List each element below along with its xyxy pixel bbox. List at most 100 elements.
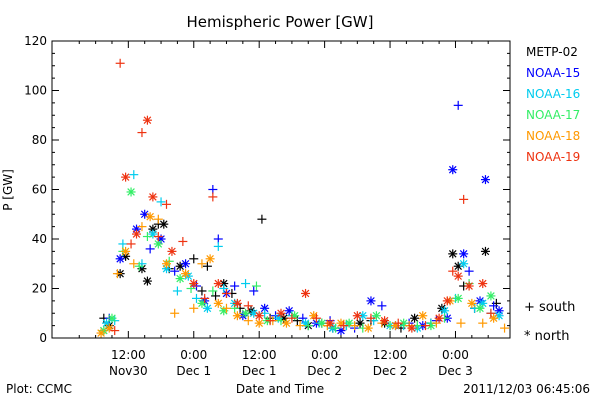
data-point-north: [434, 313, 444, 323]
data-point-south: [137, 128, 147, 138]
data-point-north: [181, 259, 191, 269]
x-tick-time: 12:00: [373, 348, 408, 362]
data-point-north: [107, 313, 117, 323]
data-point-south: [393, 318, 403, 328]
data-point-south: [115, 58, 125, 68]
data-point-south: [156, 197, 166, 207]
data-point-north: [399, 318, 409, 328]
data-point-south: [243, 301, 253, 311]
data-point-south: [134, 261, 144, 271]
data-point-north: [448, 249, 458, 259]
legend-entry: METP-02: [526, 45, 578, 59]
data-point-south: [464, 266, 474, 276]
legend-entry: NOAA-19: [526, 150, 580, 164]
data-point-south: [126, 239, 136, 249]
data-point-south: [489, 301, 499, 311]
data-point-south: [211, 291, 221, 301]
y-tick-label: 120: [24, 34, 47, 48]
data-point-north: [96, 328, 106, 338]
data-point-south: [478, 318, 488, 328]
data-point-north: [410, 313, 420, 323]
data-point-south: [456, 318, 466, 328]
data-point-south: [172, 286, 182, 296]
data-point-south: [221, 303, 231, 313]
data-point-north: [467, 298, 477, 308]
data-point-north: [363, 323, 373, 333]
data-point-south: [129, 259, 139, 269]
data-point-north: [281, 318, 291, 328]
x-axis: 12:00 Nov30 0:00 Dec 1 12:00 Dec 1 0:00 Dec 2 12…: [78, 41, 489, 378]
data-point-north: [366, 296, 376, 306]
data-point-south: [257, 214, 267, 224]
data-point-north: [352, 311, 362, 321]
data-point-north: [453, 271, 463, 281]
data-point-south: [251, 281, 261, 291]
data-point-south: [208, 192, 218, 202]
data-point-south: [249, 286, 259, 296]
legend: METP-02 NOAA-15 NOAA-16 NOAA-17 NOAA-18 NOAA-…: [526, 45, 580, 164]
data-point-north: [407, 323, 417, 333]
footer-right: 2011/12/03 06:45:06: [463, 382, 590, 396]
data-point-south: [295, 321, 305, 331]
symbol-legend-entry: * north: [524, 329, 570, 344]
x-tick-time: 0:00: [180, 348, 207, 362]
data-point-south: [197, 259, 207, 269]
data-point-north: [162, 259, 171, 269]
data-point-south: [331, 323, 341, 333]
data-point-north: [459, 249, 469, 259]
data-point-south: [311, 313, 321, 323]
data-point-south: [459, 194, 469, 204]
data-points: [96, 58, 510, 338]
data-point-north: [478, 279, 488, 289]
data-point-south: [339, 321, 349, 331]
symbol-legend-entry: + south: [524, 300, 575, 315]
data-point-north: [121, 246, 131, 256]
plot-frame: [51, 40, 511, 339]
data-point-north: [325, 318, 335, 328]
legend-entry: NOAA-16: [526, 87, 580, 101]
data-point-north: [480, 246, 490, 256]
y-axis-label: P [GW]: [1, 169, 15, 211]
y-tick-label: 60: [32, 183, 47, 197]
data-point-south: [213, 241, 223, 251]
data-point-north: [205, 254, 215, 264]
data-point-north: [148, 192, 158, 202]
y-axis: 0 20 40 60 80 100 120: [24, 34, 510, 345]
data-point-south: [153, 214, 163, 224]
data-point-north: [442, 296, 452, 306]
data-point-south: [178, 236, 188, 246]
data-point-north: [301, 288, 311, 298]
y-tick-label: 80: [32, 133, 47, 147]
data-point-north: [202, 303, 212, 313]
data-point-south: [500, 323, 510, 333]
x-tick-date: Dec 2: [307, 364, 342, 378]
data-point-south: [303, 321, 313, 331]
x-tick-date: Dec 2: [373, 364, 408, 378]
data-point-north: [148, 229, 158, 239]
data-point-south: [420, 321, 430, 331]
data-point-north: [159, 219, 169, 229]
data-point-south: [202, 261, 212, 271]
data-point-north: [276, 308, 286, 318]
data-point-south: [197, 286, 207, 296]
data-point-north: [355, 318, 365, 328]
data-point-north: [115, 254, 125, 264]
data-point-south: [366, 313, 376, 323]
data-point-north: [104, 323, 114, 333]
data-point-north: [464, 281, 474, 291]
data-point-north: [142, 276, 152, 286]
data-point-south: [112, 269, 122, 279]
data-point-north: [219, 279, 229, 289]
data-point-north: [167, 246, 177, 256]
data-point-south: [448, 266, 458, 276]
x-tick-time: 12:00: [111, 348, 146, 362]
data-point-south: [453, 100, 463, 110]
data-point-south: [170, 308, 180, 318]
data-point-south: [170, 266, 180, 276]
data-point-north: [213, 279, 223, 289]
data-point-north: [126, 187, 136, 197]
data-point-north: [181, 269, 191, 279]
x-tick-time: 0:00: [311, 348, 338, 362]
data-point-south: [230, 281, 240, 291]
